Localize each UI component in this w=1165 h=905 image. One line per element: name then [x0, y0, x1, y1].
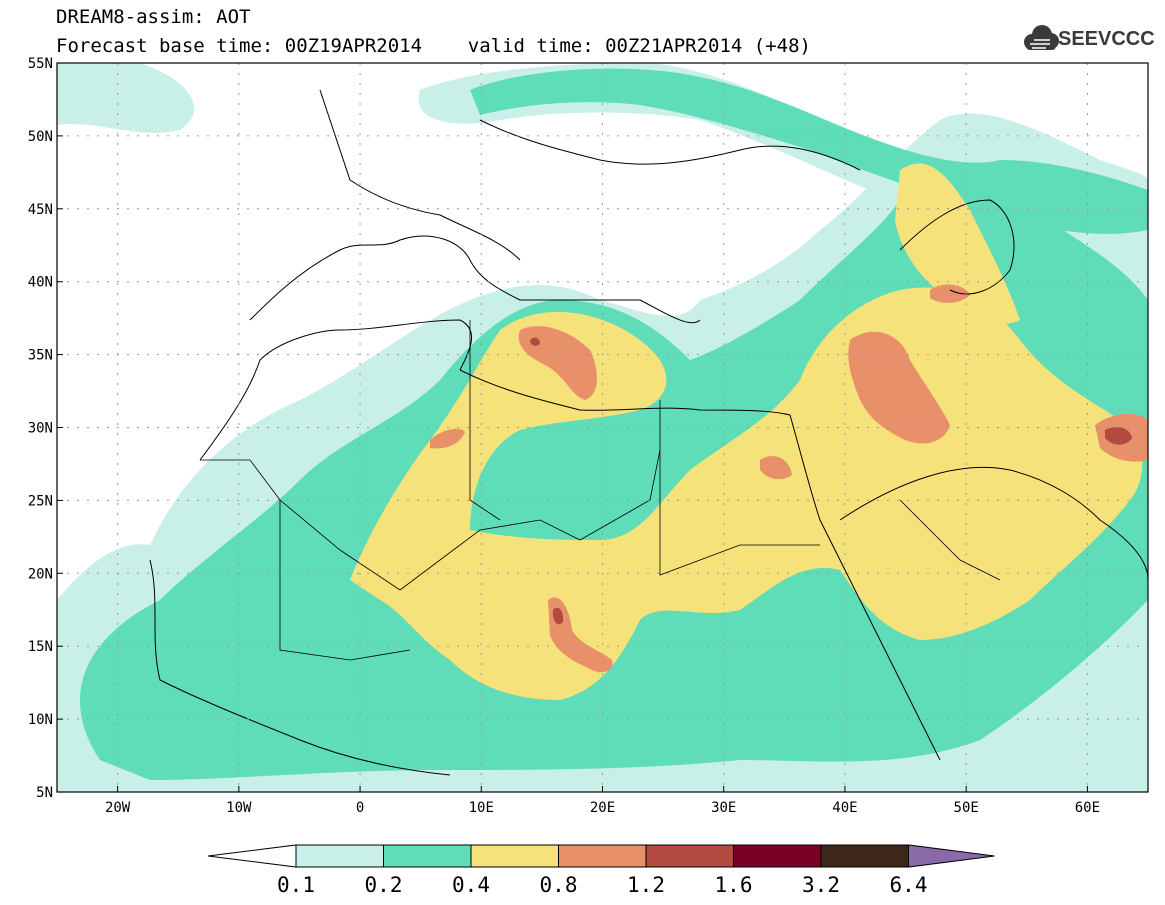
lon-label: 30E [711, 800, 736, 816]
colorbar-segment [733, 844, 822, 868]
lon-label: 0 [356, 800, 364, 816]
colorbar-segment [295, 844, 384, 868]
graticule [57, 63, 1148, 792]
lon-label: 50E [954, 800, 979, 816]
lon-label: 20W [105, 800, 131, 816]
map-title: DREAM8-assim: AOT [56, 6, 251, 28]
lat-label: 30N [28, 421, 53, 437]
colorbar-under-triangle [207, 844, 297, 868]
colorbar-label: 3.2 [802, 873, 840, 897]
latitude-ticks: 55N 50N 45N 40N 35N 30N 25N 20N 15N 10N 5N [28, 56, 63, 801]
colorbar-label: 1.2 [627, 873, 665, 897]
lat-label: 55N [28, 56, 53, 72]
lat-label: 45N [28, 202, 53, 218]
colorbar-label: 0.2 [365, 873, 403, 897]
lat-label: 35N [28, 348, 53, 364]
colorbar-segment [470, 844, 559, 868]
colorbar-segment [558, 844, 647, 868]
lon-label: 60E [1075, 800, 1100, 816]
colorbar-label: 1.6 [715, 873, 753, 897]
lat-label: 15N [28, 639, 53, 655]
coastlines [149, 89, 1148, 776]
map-subtitle-times: Forecast base time: 00Z19APR2014 valid t… [56, 35, 811, 57]
lat-label: 5N [36, 785, 53, 801]
lon-label: 10E [469, 800, 494, 816]
lat-label: 25N [28, 493, 53, 509]
lon-label: 40E [832, 800, 857, 816]
colorbar-label: 0.1 [277, 873, 315, 897]
longitude-ticks: 20W 10W 0 10E 20E 30E 40E 50E 60E [105, 786, 1100, 816]
colorbar: 0.1 0.2 0.4 0.8 1.2 1.6 3.2 6.4 [207, 844, 995, 897]
colorbar-over-triangle [908, 844, 995, 868]
colorbar-label: 0.4 [452, 873, 490, 897]
lat-label: 50N [28, 129, 53, 145]
lat-label: 10N [28, 712, 53, 728]
lat-label: 20N [28, 566, 53, 582]
aot-shading [57, 63, 1148, 792]
colorbar-label: 6.4 [890, 873, 928, 897]
colorbar-segment [383, 844, 472, 868]
seevccc-logo [1024, 25, 1059, 50]
colorbar-segment [820, 844, 909, 868]
lon-label: 10W [226, 800, 252, 816]
colorbar-segment [645, 844, 734, 868]
logo-text: SEEVCCC [1058, 28, 1155, 50]
lat-label: 40N [28, 275, 53, 291]
lon-label: 20E [590, 800, 615, 816]
colorbar-label: 0.8 [540, 873, 578, 897]
